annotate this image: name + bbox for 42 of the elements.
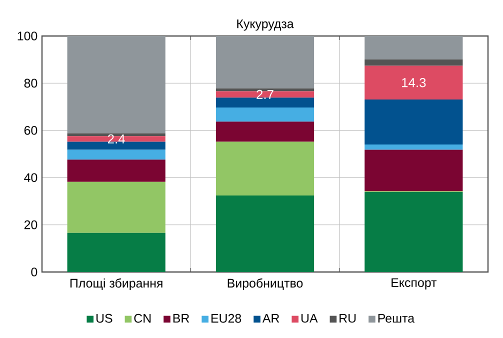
bar [364,144,463,150]
bar [364,66,463,100]
bar [67,36,166,134]
bar [364,192,463,272]
y-tick-label: 0 [31,268,38,276]
bar [364,59,463,66]
y-tick-label: 60 [24,126,38,135]
data-label: 2.4 [108,134,125,144]
y-tick-label: 40 [24,173,38,182]
bar [216,98,314,108]
bar [216,91,314,98]
bar [216,122,314,142]
bar [364,150,463,192]
bar [216,36,314,88]
legend-label: CN [134,314,151,323]
legend-label: EU28 [211,314,242,323]
bar [364,99,463,145]
legend-label: AR [262,314,280,323]
y-tick-label: 100 [18,32,38,40]
legend-label: US [96,314,112,323]
bar [67,142,166,150]
bar [216,108,314,122]
y-tick-label: 80 [24,78,38,88]
bar [67,160,166,182]
legend-label: Решта [378,314,415,323]
bar [67,182,166,233]
y-tick-label: 20 [24,220,38,230]
data-label: 14.3 [402,78,426,88]
x-tick-label: Експорт [392,278,437,290]
bar [216,196,314,272]
bar [364,36,463,60]
x-tick-label: Площі збирання [70,278,162,290]
legend-label: UA [301,314,318,323]
bar [216,142,314,196]
legend-label: RU [340,314,356,323]
x-tick-label: Виробництво [228,278,303,290]
chart-title: Кукурудза [237,20,294,31]
bar [67,136,166,142]
legend-label: BR [173,314,190,323]
bar [67,232,166,272]
bar [67,150,166,160]
data-label: 2.7 [256,90,274,99]
